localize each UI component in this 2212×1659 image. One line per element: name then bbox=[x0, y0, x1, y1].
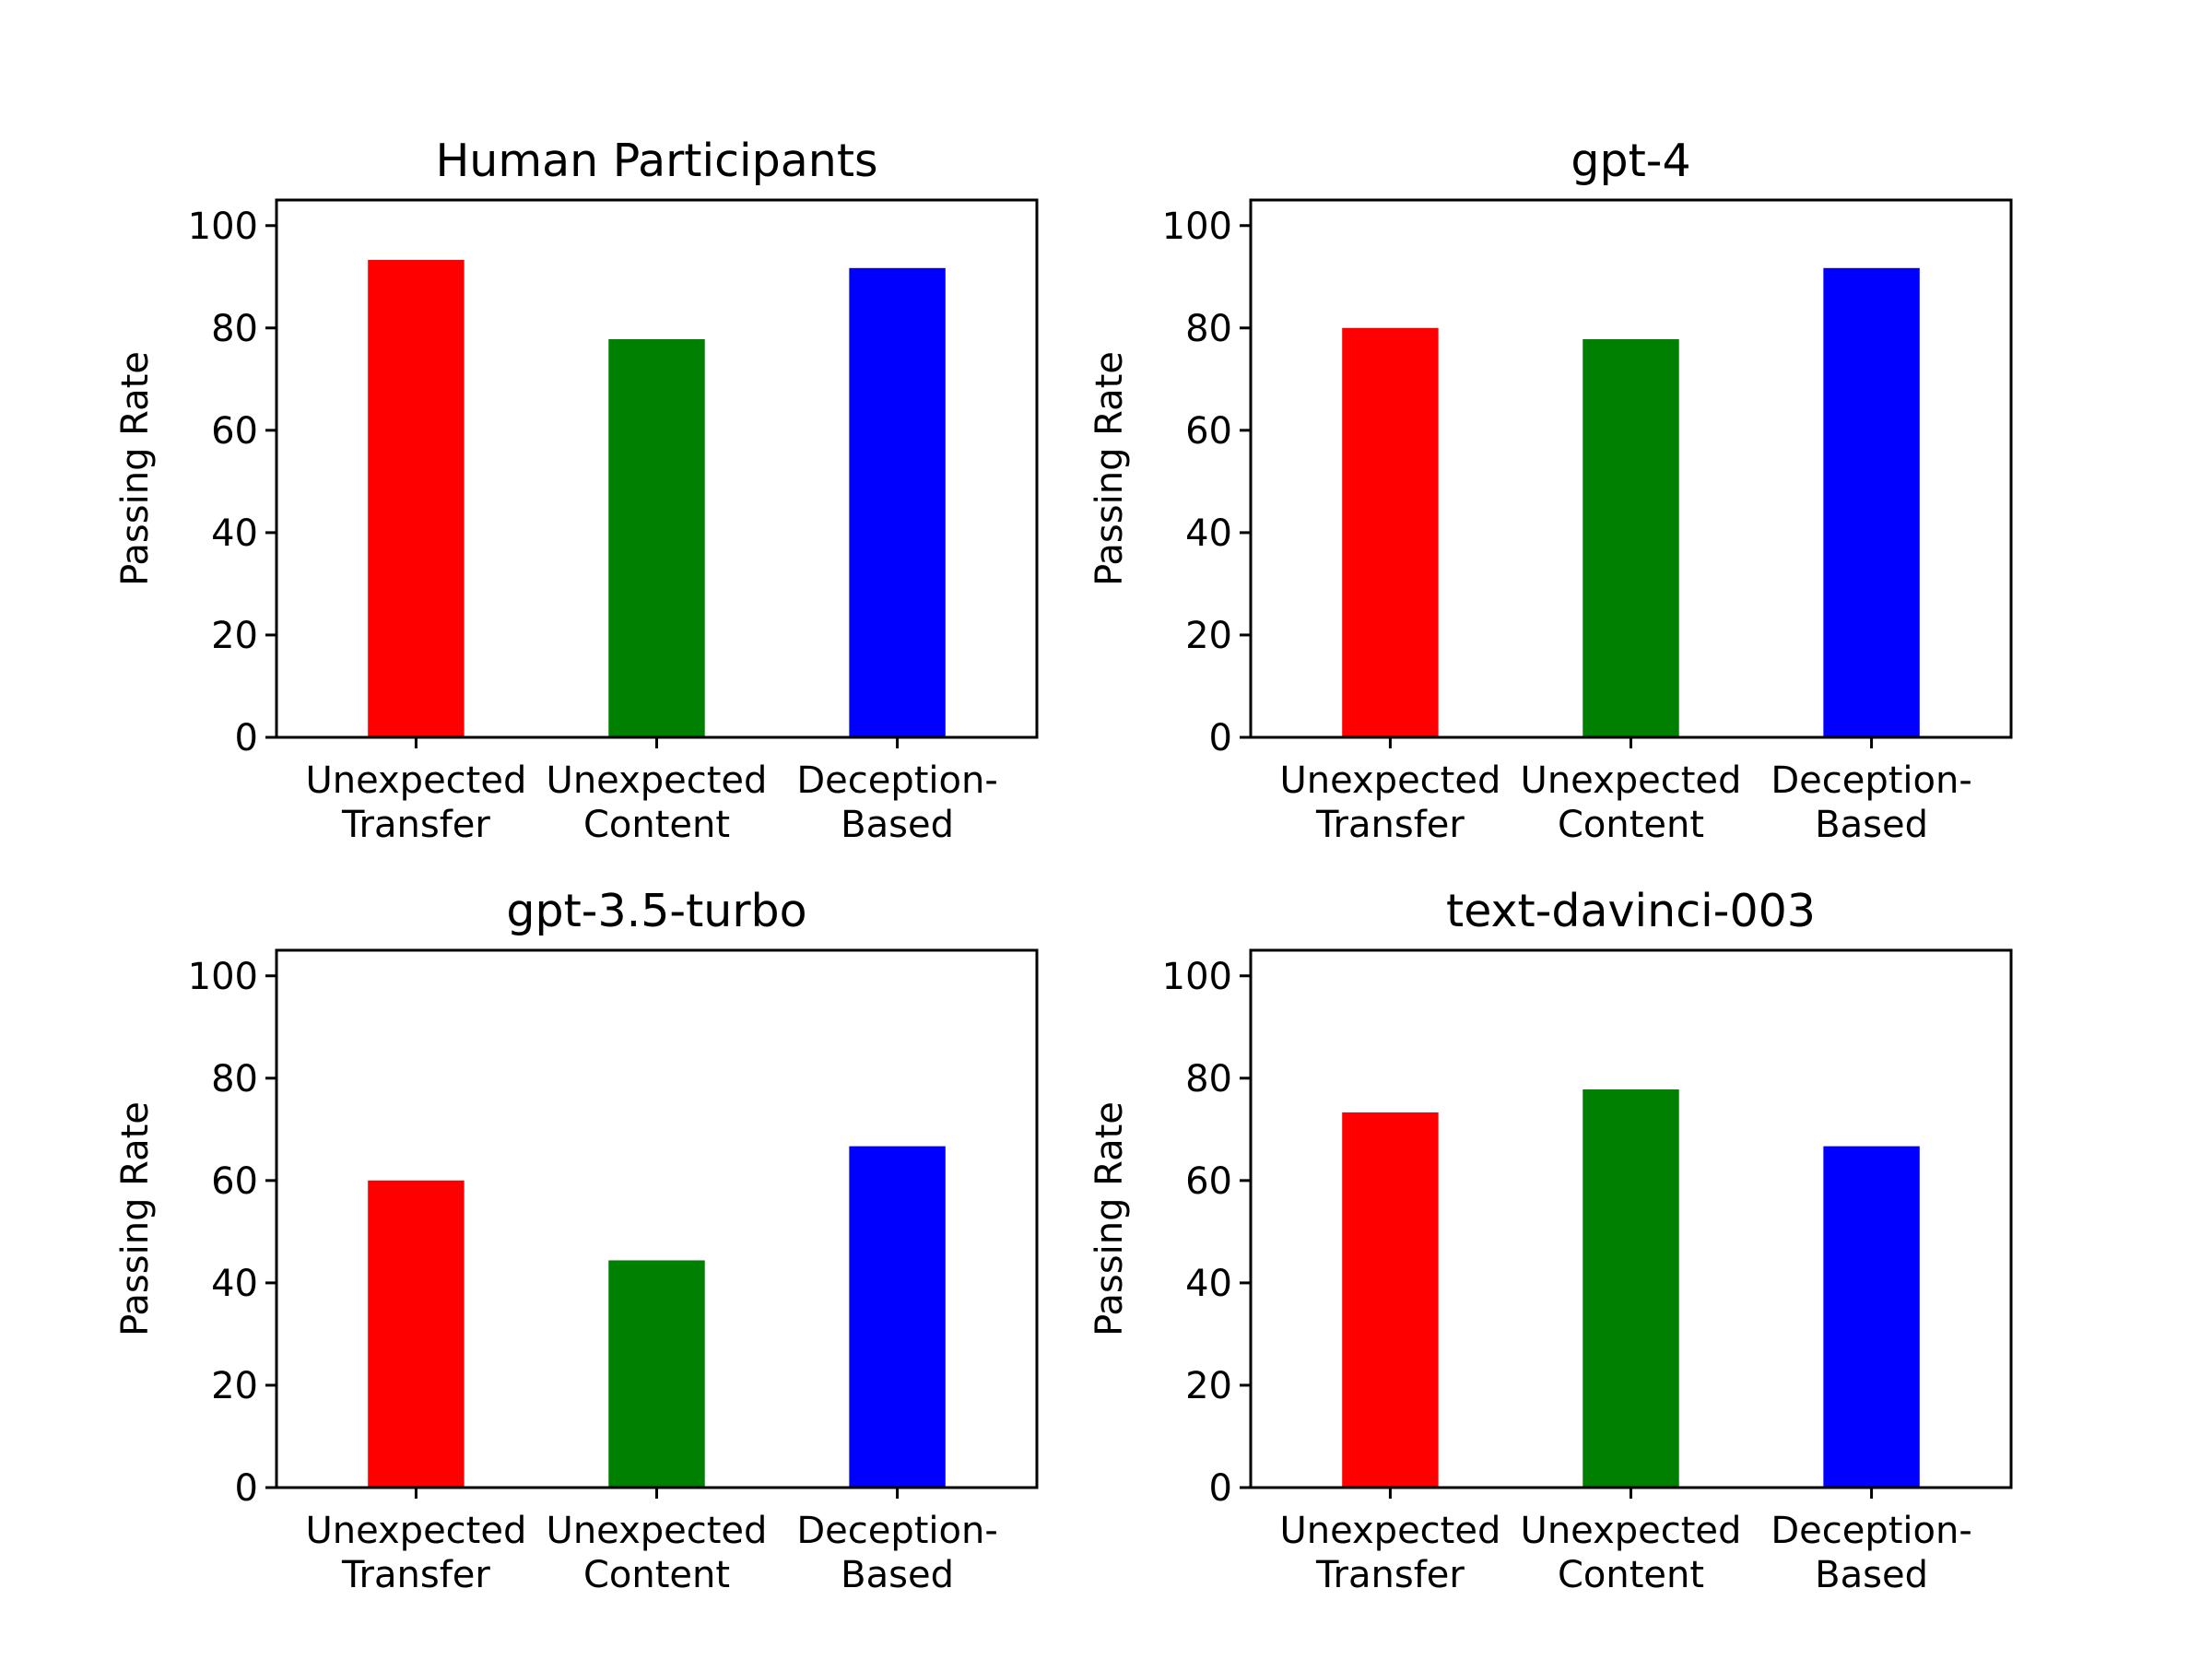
chart-title: Human Participants bbox=[435, 135, 877, 187]
bar-2 bbox=[1583, 1089, 1679, 1488]
y-tick-label: 60 bbox=[211, 1160, 258, 1203]
x-tick-label-line: Content bbox=[583, 1554, 730, 1596]
chart-title: gpt-3.5-turbo bbox=[506, 885, 806, 937]
y-tick-label: 80 bbox=[1185, 1058, 1232, 1100]
x-tick-label-line: Unexpected bbox=[1521, 759, 1742, 802]
x-tick-label-line: Content bbox=[1558, 804, 1704, 846]
x-tick-label-line: Based bbox=[1815, 1554, 1928, 1596]
y-tick-label: 60 bbox=[1185, 1160, 1232, 1203]
bar-3 bbox=[849, 1146, 946, 1488]
y-tick-label: 80 bbox=[1185, 308, 1232, 350]
x-tick-label: Unexpected Transfer bbox=[305, 1510, 526, 1596]
y-tick-label: 20 bbox=[211, 615, 258, 657]
x-tick-label-line: Transfer bbox=[1315, 804, 1465, 846]
y-tick-label: 100 bbox=[1162, 956, 1232, 998]
x-tick-label: Deception-Based bbox=[796, 1510, 997, 1596]
x-tick-label-line: Unexpected bbox=[1521, 1510, 1742, 1552]
y-tick-label: 80 bbox=[211, 308, 258, 350]
x-tick-label-line: Transfer bbox=[1315, 1554, 1465, 1596]
x-tick-label: Deception-Based bbox=[1771, 759, 1971, 846]
x-tick-label: Deception-Based bbox=[1771, 1510, 1971, 1596]
x-tick-label-line: Deception- bbox=[1771, 1510, 1971, 1552]
x-tick-label-line: Transfer bbox=[341, 1554, 490, 1596]
x-tick-label-line: Unexpected bbox=[547, 759, 768, 802]
x-tick-label-line: Based bbox=[841, 1554, 954, 1596]
y-tick-label: 40 bbox=[211, 1263, 258, 1305]
y-tick-label: 40 bbox=[1185, 1263, 1232, 1305]
y-axis-label: Passing Rate bbox=[1088, 351, 1131, 586]
bar-3 bbox=[1823, 267, 1920, 737]
x-tick-label-line: Unexpected bbox=[1279, 1510, 1500, 1552]
y-tick-label: 0 bbox=[1209, 1467, 1232, 1510]
x-tick-label: Unexpected Content bbox=[547, 1510, 768, 1596]
x-tick-label-line: Content bbox=[1558, 1554, 1704, 1596]
bar-1 bbox=[1342, 1112, 1439, 1488]
bar-1 bbox=[368, 259, 465, 737]
y-tick-label: 60 bbox=[1185, 410, 1232, 453]
y-axis-label: Passing Rate bbox=[114, 351, 157, 586]
x-tick-label-line: Unexpected bbox=[1279, 759, 1500, 802]
bar-2 bbox=[1583, 339, 1679, 737]
bar-1 bbox=[368, 1180, 465, 1488]
y-tick-label: 40 bbox=[1185, 512, 1232, 555]
x-tick-label-line: Unexpected bbox=[305, 1510, 526, 1552]
x-tick-label: Unexpected Transfer bbox=[1279, 1510, 1500, 1596]
x-tick-label: Unexpected Transfer bbox=[1279, 759, 1500, 846]
x-tick-label-line: Deception- bbox=[796, 759, 997, 802]
y-tick-label: 0 bbox=[1209, 717, 1232, 759]
x-tick-label: Unexpected Content bbox=[547, 759, 768, 846]
y-tick-label: 100 bbox=[188, 956, 258, 998]
chart-title: gpt-4 bbox=[1571, 135, 1690, 187]
x-tick-label-line: Unexpected bbox=[305, 759, 526, 802]
chart-title: text-davinci-003 bbox=[1446, 885, 1816, 937]
x-tick-label-line: Deception- bbox=[796, 1510, 997, 1552]
x-tick-label-line: Based bbox=[841, 804, 954, 846]
x-tick-label: Deception-Based bbox=[796, 759, 997, 846]
y-axis-label: Passing Rate bbox=[114, 1101, 157, 1336]
x-tick-label-line: Deception- bbox=[1771, 759, 1971, 802]
bar-1 bbox=[1342, 327, 1439, 737]
y-tick-label: 40 bbox=[211, 512, 258, 555]
x-tick-label-line: Unexpected bbox=[547, 1510, 768, 1552]
bar-2 bbox=[608, 1260, 705, 1488]
x-tick-label-line: Transfer bbox=[341, 804, 490, 846]
bar-2 bbox=[608, 339, 705, 737]
y-tick-label: 20 bbox=[1185, 1365, 1232, 1407]
x-tick-label: Unexpected Content bbox=[1521, 759, 1742, 846]
x-tick-label-line: Content bbox=[583, 804, 730, 846]
bar-3 bbox=[1823, 1146, 1920, 1488]
y-tick-label: 0 bbox=[235, 717, 258, 759]
y-tick-label: 20 bbox=[1185, 615, 1232, 657]
y-tick-label: 0 bbox=[235, 1467, 258, 1510]
y-tick-label: 80 bbox=[211, 1058, 258, 1100]
x-tick-label-line: Based bbox=[1815, 804, 1928, 846]
x-tick-label: Unexpected Transfer bbox=[305, 759, 526, 846]
y-tick-label: 100 bbox=[188, 206, 258, 248]
bar-3 bbox=[849, 267, 946, 737]
y-tick-label: 60 bbox=[211, 410, 258, 453]
x-tick-label: Unexpected Content bbox=[1521, 1510, 1742, 1596]
y-axis-label: Passing Rate bbox=[1088, 1101, 1131, 1336]
y-tick-label: 20 bbox=[211, 1365, 258, 1407]
y-tick-label: 100 bbox=[1162, 206, 1232, 248]
